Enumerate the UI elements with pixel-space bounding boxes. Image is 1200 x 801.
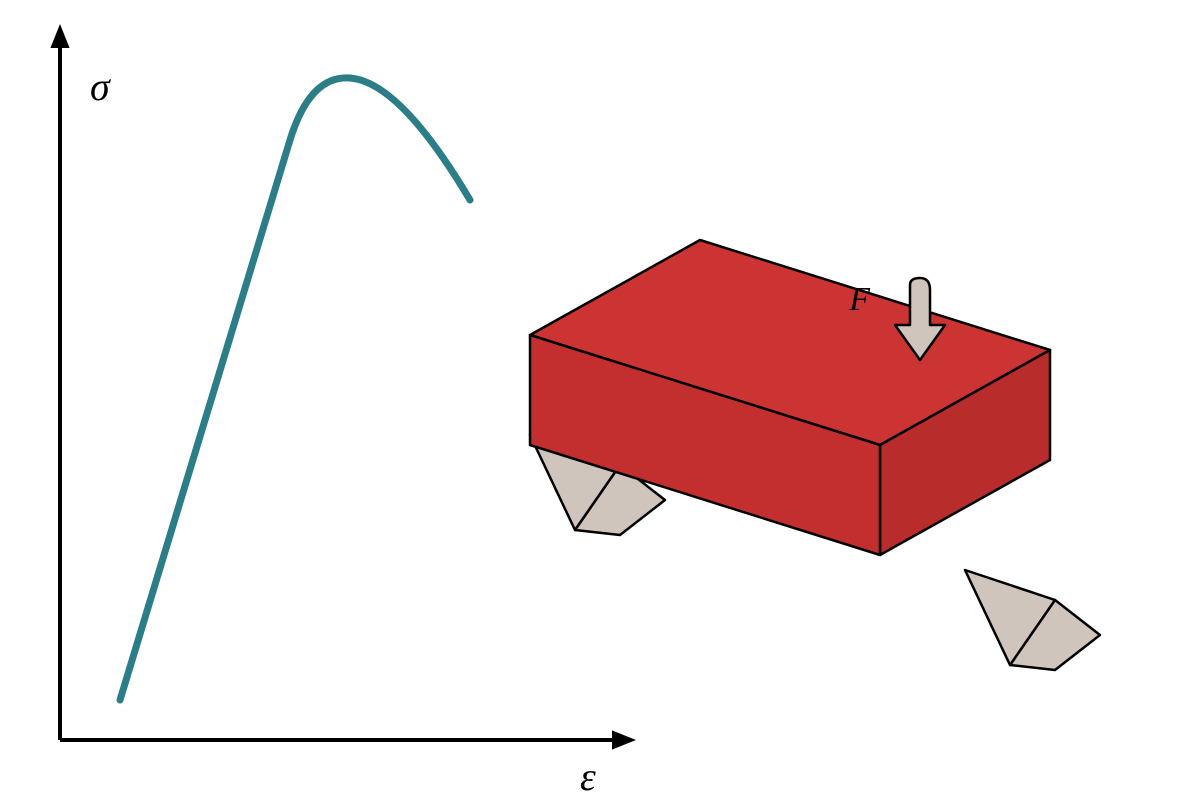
right-support [965,570,1100,670]
force-label: F [848,281,871,318]
y-axis-arrow-icon [50,24,69,48]
y-axis-label: σ [90,64,111,109]
x-axis-label: ε [580,754,596,799]
diagram-canvas: σ ε F [0,0,1200,801]
beam-diagram: F [530,240,1100,670]
x-axis-arrow-icon [612,730,636,749]
stress-strain-curve [120,78,470,700]
